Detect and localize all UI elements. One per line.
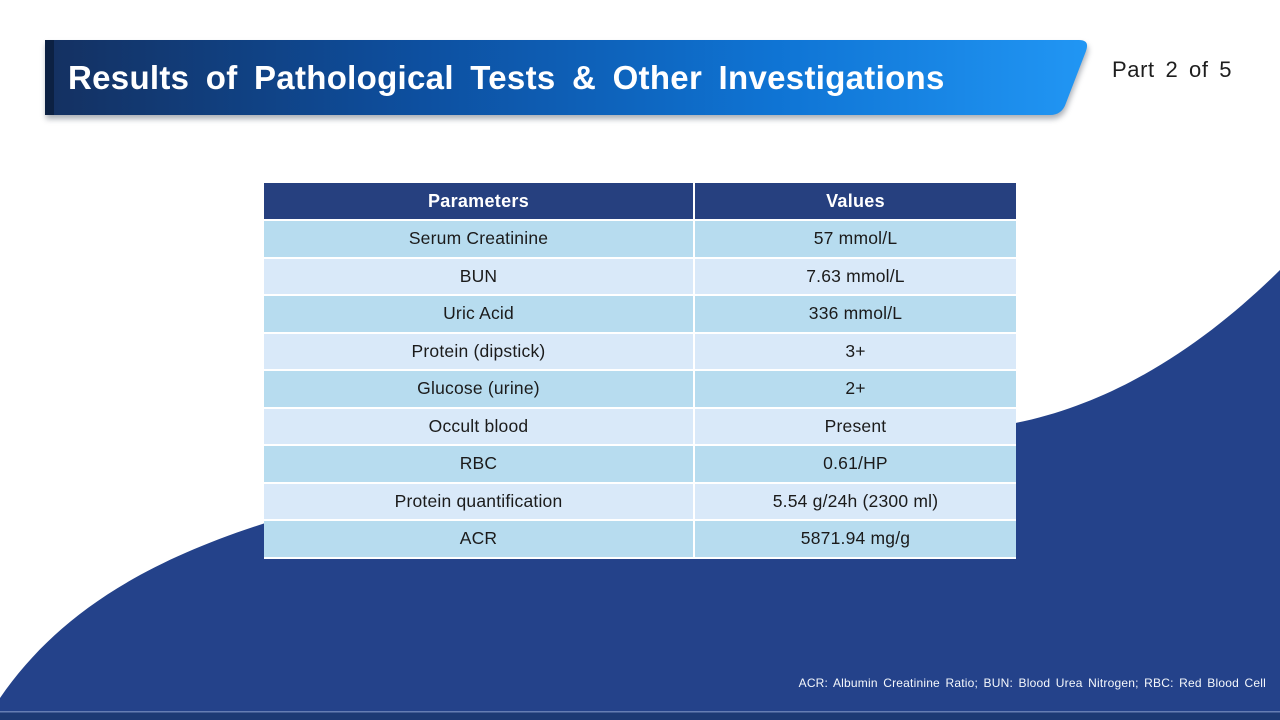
slide-title: Results of Pathological Tests & Other In… (68, 58, 945, 96)
column-header-parameters: Parameters (427, 190, 530, 211)
title-banner: Results of Pathological Tests & Other In… (45, 40, 1090, 115)
abbreviations-footnote: ACR: Albumin Creatinine Ratio; BUN: Bloo… (798, 676, 1266, 690)
bottom-strip-highlight (0, 711, 1280, 713)
table-row: RBC 0.61/HP (264, 446, 1016, 484)
table-header-row: Parameters Values (264, 183, 1016, 221)
table-row: Occult blood Present (264, 408, 1016, 446)
column-header-values: Values (693, 183, 1016, 219)
table-body: Serum Creatinine 57 mmol/L BUN 7.63 mmol… (264, 221, 1016, 559)
value-cell: Present (693, 408, 1016, 444)
value-cell: 7.63 mmol/L (693, 258, 1016, 294)
bottom-strip (0, 712, 1280, 720)
table-row: Uric Acid 336 mmol/L (264, 296, 1016, 334)
value-cell: 0.61/HP (693, 446, 1016, 482)
banner-left-fold (45, 40, 54, 115)
table-row: BUN 7.63 mmol/L (264, 258, 1016, 296)
value-cell: 336 mmol/L (693, 296, 1016, 332)
value-cell: 5.54 g/24h (2300 ml) (693, 483, 1016, 519)
parameter-cell: Serum Creatinine (408, 228, 549, 249)
part-indicator: Part 2 of 5 (1112, 57, 1233, 82)
parameter-cell: BUN (459, 265, 498, 286)
table-row: Protein quantification 5.54 g/24h (2300 … (264, 483, 1016, 521)
table-row: Serum Creatinine 57 mmol/L (264, 221, 1016, 259)
parameter-cell: Occult blood (428, 415, 529, 436)
parameter-cell: RBC (459, 453, 498, 474)
value-cell: 5871.94 mg/g (693, 521, 1016, 557)
parameter-cell: Uric Acid (443, 303, 514, 324)
results-table: Parameters Values Serum Creatinine 57 mm… (264, 183, 1016, 559)
table-row: ACR 5871.94 mg/g (264, 521, 1016, 559)
table-row: Protein (dipstick) 3+ (264, 333, 1016, 371)
value-cell: 2+ (693, 371, 1016, 407)
parameter-cell: Protein quantification (394, 490, 563, 511)
parameter-cell: ACR (459, 528, 498, 549)
value-cell: 57 mmol/L (693, 221, 1016, 257)
title-banner-shape (45, 40, 1088, 115)
value-cell: 3+ (693, 333, 1016, 369)
parameter-cell: Glucose (urine) (417, 378, 540, 399)
parameter-cell: Protein (dipstick) (411, 340, 546, 361)
table-row: Glucose (urine) 2+ (264, 371, 1016, 409)
